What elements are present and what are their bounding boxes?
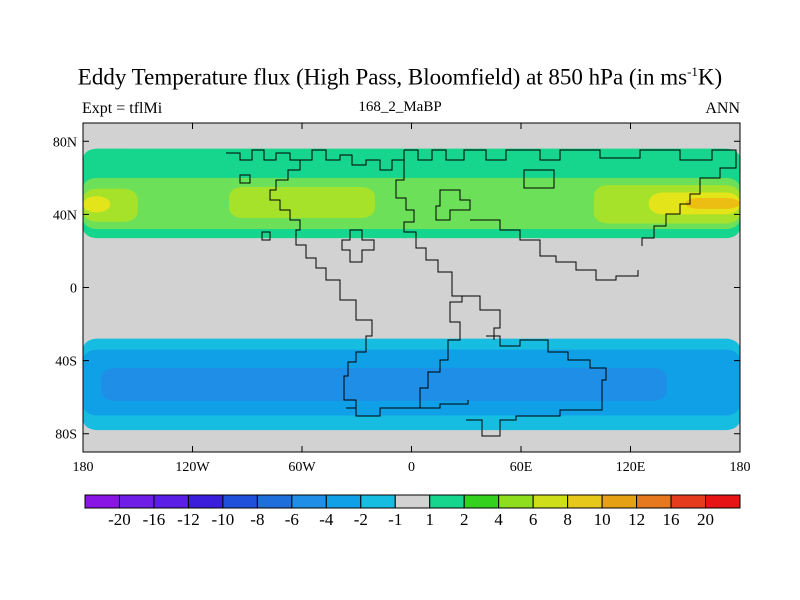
y-axis: 80N 40N 0 40S 80S bbox=[53, 135, 740, 443]
mediterranean-outline bbox=[435, 189, 471, 221]
contour-region-2 bbox=[229, 186, 375, 219]
island-outline bbox=[261, 231, 271, 241]
x-tick-label-5: 120E bbox=[616, 460, 646, 475]
colorbar-label-14: 10 bbox=[594, 510, 611, 529]
colorbar-swatch-14 bbox=[567, 494, 603, 509]
colorbar-swatch-16 bbox=[636, 494, 672, 509]
caspian-outline bbox=[523, 169, 555, 189]
title-superscript: -1 bbox=[687, 64, 698, 79]
colorbar-swatch-6 bbox=[291, 494, 327, 509]
africa-east-outline bbox=[462, 295, 501, 340]
colorbar-swatch-17 bbox=[670, 494, 707, 509]
colorbar-label-17: 20 bbox=[697, 510, 714, 529]
colorbar-swatch-0 bbox=[84, 494, 120, 509]
colorbar-swatch-13 bbox=[532, 494, 569, 509]
colorbar: -20 -16 -12 -10 -8 -6 -4 -2 -1 1 2 4 6 8 10 12 16 20 bbox=[84, 494, 741, 529]
colorbar-label-0: -20 bbox=[108, 510, 131, 529]
colorbar-label-10: 2 bbox=[460, 510, 469, 529]
europe-africa-outline bbox=[395, 150, 463, 409]
chart-title: Eddy Temperature flux (High Pass, Bloomf… bbox=[0, 64, 800, 91]
colorbar-swatch-2 bbox=[153, 494, 189, 509]
experiment-label: Expt = tflMi bbox=[82, 100, 163, 117]
colorbar-swatch-12 bbox=[498, 494, 534, 509]
colorbar-swatch-8 bbox=[360, 494, 396, 509]
y-tick-label-0: 80N bbox=[53, 135, 77, 150]
colorbar-label-9: 1 bbox=[425, 510, 434, 529]
colorbar-label-15: 12 bbox=[628, 510, 645, 529]
season-label: ANN bbox=[705, 100, 740, 117]
y-tick-label-3: 40S bbox=[55, 355, 77, 370]
y-tick-label-2: 0 bbox=[70, 282, 77, 297]
title-text-end: K) bbox=[697, 64, 723, 90]
colorbar-label-7: -2 bbox=[354, 510, 368, 529]
asia-outline bbox=[404, 149, 737, 246]
colorbar-label-16: 16 bbox=[663, 510, 680, 529]
contour-region-6 bbox=[83, 196, 111, 213]
x-tick-label-1: 120W bbox=[175, 460, 210, 475]
colorbar-label-5: -6 bbox=[285, 510, 299, 529]
south-america-outline bbox=[330, 279, 373, 409]
colorbar-swatch-7 bbox=[325, 494, 362, 509]
arctic-islands-outline bbox=[300, 149, 405, 171]
australia-outline bbox=[466, 335, 607, 437]
colorbar-label-2: -12 bbox=[177, 510, 200, 529]
colorbar-swatch-15 bbox=[601, 494, 638, 509]
y-tick-label-4: 80S bbox=[55, 428, 77, 443]
colorbar-swatch-10 bbox=[429, 494, 465, 509]
colorbar-label-1: -16 bbox=[143, 510, 166, 529]
south-asia-outline bbox=[470, 219, 639, 281]
colorbar-swatch-18 bbox=[705, 494, 741, 509]
x-axis: 180 120W 60W 0 60E 120E 180 bbox=[73, 123, 751, 475]
colorbar-label-12: 6 bbox=[529, 510, 538, 529]
antarctic-edge-outline bbox=[355, 400, 469, 417]
colorbar-label-8: -1 bbox=[388, 510, 402, 529]
colorbar-label-6: -4 bbox=[319, 510, 334, 529]
lake-outline bbox=[239, 174, 251, 184]
contour-region-7 bbox=[685, 197, 740, 209]
y-tick-label-1: 40N bbox=[53, 208, 77, 223]
north-america-outline bbox=[226, 149, 330, 281]
x-tick-label-2: 60W bbox=[288, 460, 316, 475]
x-tick-label-6: 180 bbox=[730, 460, 751, 475]
colorbar-label-13: 8 bbox=[563, 510, 572, 529]
x-tick-label-4: 60E bbox=[510, 460, 533, 475]
continent-outlines bbox=[226, 149, 737, 437]
colorbar-swatch-11 bbox=[463, 494, 500, 509]
colorbar-swatch-5 bbox=[256, 494, 293, 509]
colorbar-label-11: 4 bbox=[494, 510, 503, 529]
colorbar-label-3: -10 bbox=[212, 510, 235, 529]
colorbar-swatch-1 bbox=[118, 494, 155, 509]
x-tick-label-3: 0 bbox=[408, 460, 415, 475]
atlantic-island-outline bbox=[341, 229, 375, 263]
run-label: 168_2_MaBP bbox=[358, 99, 442, 115]
colorbar-label-4: -8 bbox=[250, 510, 264, 529]
colorbar-swatch-9 bbox=[394, 494, 431, 509]
colorbar-swatch-3 bbox=[187, 494, 224, 509]
contour-field bbox=[83, 123, 740, 452]
x-tick-label-0: 180 bbox=[73, 460, 94, 475]
title-text: Eddy Temperature flux (High Pass, Bloomf… bbox=[77, 64, 688, 90]
colorbar-swatch-4 bbox=[222, 494, 258, 509]
contour-region-10 bbox=[101, 367, 667, 401]
